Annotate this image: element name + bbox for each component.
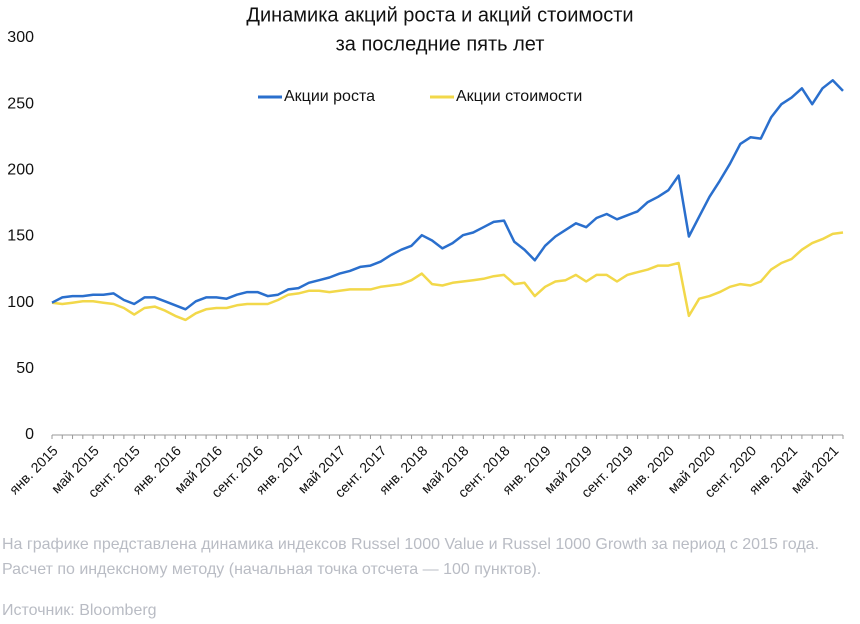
chart-title: Динамика акций роста и акций стоимости [246, 4, 633, 26]
source: Источник: Bloomberg [2, 602, 157, 619]
legend-label: Акции роста [284, 88, 375, 105]
caption: На графике представлена динамика индексо… [2, 536, 820, 578]
y-tick-label: 0 [25, 426, 34, 443]
y-tick-label: 50 [16, 360, 34, 377]
chart: Динамика акций роста и акций стоимости з… [6, 4, 844, 501]
legend-label: Акции стоимости [456, 88, 582, 105]
y-tick-label: 100 [7, 294, 34, 311]
y-tick-label: 300 [7, 29, 34, 46]
chart-title: за последние пять лет [336, 33, 545, 55]
line-series [51, 79, 844, 311]
y-tick-label: 200 [7, 162, 34, 179]
y-tick-label: 250 [7, 95, 34, 112]
y-tick-label: 150 [7, 228, 34, 245]
line-series [51, 231, 844, 322]
